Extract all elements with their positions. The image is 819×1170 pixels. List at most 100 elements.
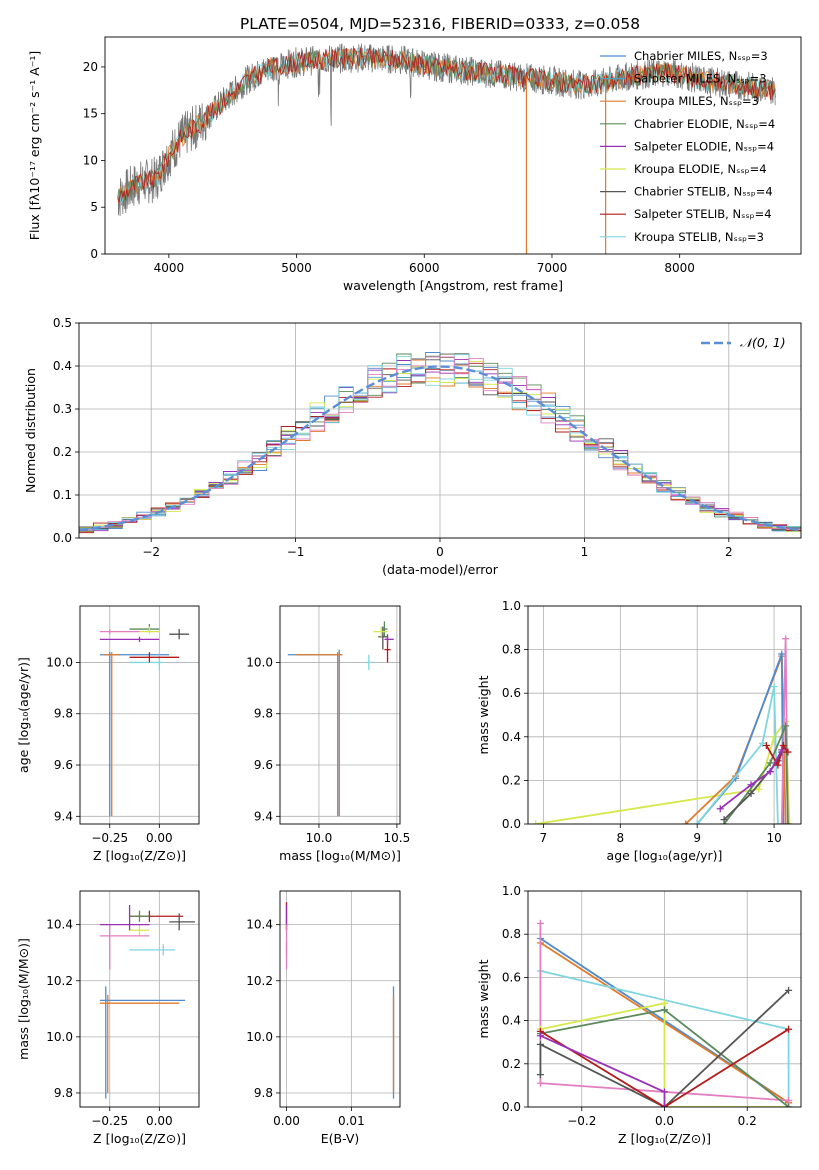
x-axis-label: (data-model)/error xyxy=(382,562,499,577)
y-tick-label: 10.4 xyxy=(246,918,273,932)
legend-label: Salpeter ELODIE, Nₛₛₚ=4 xyxy=(634,139,774,153)
x-tick-label: 7 xyxy=(540,831,548,845)
weight-series-line xyxy=(696,653,785,824)
y-tick-label: 0.3 xyxy=(53,402,72,416)
y-tick-label: 10.2 xyxy=(46,974,73,988)
weight-marker xyxy=(785,1103,793,1107)
weight-marker xyxy=(774,761,782,769)
legend-label: Kroupa STELIB, Nₛₛₚ=3 xyxy=(634,230,764,244)
legend-label: Chabrier STELIB, Nₛₛₚ=4 xyxy=(634,185,773,199)
weight-marker xyxy=(784,820,792,824)
y-tick-label: 10.2 xyxy=(246,974,273,988)
x-tick-label: 8 xyxy=(616,831,624,845)
weight-marker xyxy=(759,739,767,747)
weight-series-line xyxy=(723,725,789,824)
y-tick-label: 9.8 xyxy=(254,707,273,721)
weight-series-line xyxy=(696,686,779,824)
weight-marker xyxy=(536,1071,544,1079)
weight-marker xyxy=(536,1032,544,1040)
x-tick-label: 0.01 xyxy=(338,1114,365,1128)
legend-label: Chabrier MILES, Nₛₛₚ=3 xyxy=(634,49,768,63)
weight-series-line xyxy=(540,1002,789,1107)
weight-marker xyxy=(779,820,787,824)
weight-marker xyxy=(661,1103,668,1107)
x-tick-label: −0.25 xyxy=(91,831,128,845)
y-tick-label: 9.8 xyxy=(254,1086,273,1100)
x-tick-label: 1 xyxy=(581,545,589,559)
weight-marker xyxy=(747,789,755,797)
x-tick-label: −1 xyxy=(287,545,305,559)
weight-marker xyxy=(774,820,782,824)
weight-marker xyxy=(782,820,790,824)
weight-marker xyxy=(782,635,790,643)
weight-marker xyxy=(766,768,774,776)
weight-marker xyxy=(762,742,770,750)
y-tick-label: 0.6 xyxy=(502,686,521,700)
weight-marker xyxy=(778,746,786,754)
x-tick-label: 0.0 xyxy=(655,1114,674,1128)
y-tick-label: 0 xyxy=(90,247,98,261)
x-tick-label: 0.2 xyxy=(738,1114,757,1128)
x-tick-label: −0.25 xyxy=(91,1114,128,1128)
residuals-panel: −2 −1 0 1 2 0.0 0.1 0.2 0.3 0.4 0.5 (data-model)/er… xyxy=(23,316,802,577)
y-tick-label: 10.0 xyxy=(46,655,73,669)
axes-frame xyxy=(104,36,802,255)
weight-vs-metallicity-panel: −0.2 0.0 0.2 0.0 0.2 0.4 0.6 0.8 1.0 Z [log₁₀(Z/Z… xyxy=(476,884,802,1146)
gaussian-reference-curve xyxy=(79,365,801,532)
y-tick-label: 0.2 xyxy=(502,773,521,787)
weight-marker xyxy=(785,1025,793,1033)
y-tick-label: 0.4 xyxy=(502,730,521,744)
x-tick-label: 8000 xyxy=(664,261,695,275)
weight-marker xyxy=(770,683,778,691)
y-tick-label: 0.8 xyxy=(502,927,521,941)
x-axis-label: Z [log₁₀(Z/Z⊙)] xyxy=(93,848,186,863)
weight-marker xyxy=(536,1040,544,1048)
y-tick-label: 10.0 xyxy=(246,655,273,669)
weight-vs-age-panel: 7 8 9 10 0.0 0.2 0.4 0.6 0.8 1.0 age [log₁₀(age/yr… xyxy=(476,599,802,863)
y-tick-label: 9.6 xyxy=(254,758,273,772)
weight-marker xyxy=(779,742,787,750)
y-tick-label: 9.4 xyxy=(254,809,273,823)
histogram-series xyxy=(79,356,801,530)
weight-marker xyxy=(682,820,690,824)
legend-label: Salpeter MILES, Nₛₛₚ=3 xyxy=(634,72,767,86)
figure-title: PLATE=0504, MJD=52316, FIBERID=0333, z=0… xyxy=(240,15,640,33)
y-tick-label: 9.4 xyxy=(54,809,73,823)
y-tick-label: 0.6 xyxy=(502,970,521,984)
axes-frame xyxy=(527,890,802,1108)
axes-frame xyxy=(279,890,401,1108)
x-tick-label: 6000 xyxy=(409,261,440,275)
y-tick-label: 0.0 xyxy=(502,1100,521,1114)
weight-marker xyxy=(778,820,786,824)
age-vs-metallicity-panel: −0.25 0.00 9.4 9.6 9.8 10.0 Z [log₁₀(Z/Z⊙)] age… xyxy=(16,605,200,863)
weight-marker xyxy=(784,748,792,756)
y-axis-label: Normed distribution xyxy=(23,368,38,493)
x-axis-label: Z [log₁₀(Z/Z⊙)] xyxy=(93,1131,186,1146)
y-tick-label: 1.0 xyxy=(502,599,521,613)
x-tick-label: 0.00 xyxy=(146,831,173,845)
x-tick-label: 0 xyxy=(436,545,444,559)
x-axis-label: E(B-V) xyxy=(321,1131,360,1146)
y-tick-label: 15 xyxy=(83,107,98,121)
y-tick-label: 10.4 xyxy=(46,918,73,932)
model-spectrum-line xyxy=(117,48,776,204)
legend-label: Kroupa MILES, Nₛₛₚ=3 xyxy=(634,94,759,108)
weight-marker xyxy=(716,805,724,813)
axes-frame xyxy=(527,605,802,825)
weight-marker xyxy=(766,759,774,767)
x-tick-label: 2 xyxy=(725,545,733,559)
x-axis-label: Z [log₁₀(Z/Z⊙)] xyxy=(618,1131,711,1146)
x-tick-label: 10 xyxy=(766,831,781,845)
weight-marker xyxy=(778,650,786,658)
weight-marker xyxy=(661,999,668,1007)
x-tick-label: 0.00 xyxy=(146,1114,173,1128)
y-axis-label: mass weight xyxy=(476,675,491,754)
y-tick-label: 0.2 xyxy=(53,445,72,459)
weight-marker xyxy=(693,820,701,824)
weight-series-line xyxy=(539,1028,790,1107)
y-tick-label: 0.8 xyxy=(502,643,521,657)
histogram-series xyxy=(79,362,801,534)
y-tick-label: 0.0 xyxy=(502,817,521,831)
y-tick-label: 9.8 xyxy=(54,707,73,721)
